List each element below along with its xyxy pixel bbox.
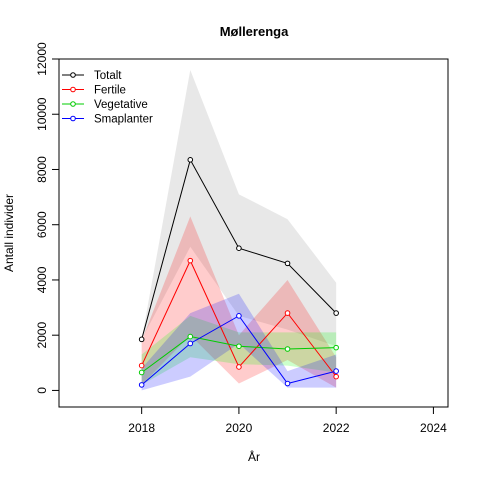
point-smaplanter	[187, 340, 194, 347]
legend-label-totalt: Totalt	[94, 70, 122, 82]
point-fertile	[138, 362, 145, 369]
point-fertile	[236, 364, 242, 370]
y-tick-label: 8000	[35, 156, 49, 183]
band-totalt	[141, 70, 337, 347]
y-tick-label: 4000	[35, 266, 49, 293]
legend-label-fertile: Fertile	[94, 85, 126, 97]
point-smaplanter	[284, 380, 291, 387]
band-vegetative	[141, 315, 337, 385]
y-tick-label: 2000	[35, 322, 49, 349]
legend-marker-totalt	[70, 72, 76, 78]
x-tick-label: 2018	[128, 421, 155, 435]
point-fertile	[187, 257, 194, 264]
x-tick-label: 2020	[226, 421, 253, 435]
chart-title: Møllerenga	[220, 24, 289, 39]
point-totalt	[187, 157, 194, 163]
band-smaplanter	[141, 293, 337, 391]
legend: Totalt Fertile Vegetative Smaplanter	[62, 70, 153, 126]
point-vegetative	[284, 346, 291, 352]
point-smaplanter	[333, 368, 339, 374]
point-fertile	[284, 310, 291, 316]
y-axis-label: Antall individer	[2, 194, 16, 272]
legend-marker-fertile	[70, 86, 76, 93]
legend-label-smaplanter: Smaplanter	[94, 114, 153, 126]
x-axis-label: År	[248, 449, 260, 464]
y-tick-label: 10000	[35, 97, 49, 131]
point-totalt	[284, 260, 291, 267]
legend-marker-vegetative	[70, 101, 76, 107]
series-points	[138, 157, 339, 388]
legend-label-vegetative: Vegetative	[94, 99, 148, 111]
point-fertile	[333, 373, 339, 380]
y-axis: 0 2000 4000 6000 8000 10000 12000	[35, 42, 60, 394]
point-totalt	[236, 245, 242, 251]
legend-marker-smaplanter	[70, 115, 76, 122]
x-axis: 2018 2020 2022 2024	[128, 406, 447, 435]
point-vegetative	[333, 344, 339, 351]
point-smaplanter	[138, 382, 145, 388]
point-smaplanter	[236, 313, 242, 319]
point-totalt	[138, 336, 145, 343]
point-totalt	[333, 310, 339, 316]
x-tick-label: 2022	[323, 421, 350, 435]
y-tick-label: 6000	[35, 211, 49, 238]
point-vegetative	[236, 343, 242, 350]
point-vegetative	[187, 333, 194, 340]
y-tick-label: 0	[35, 387, 49, 394]
y-tick-label: 12000	[35, 42, 49, 76]
point-vegetative	[138, 369, 145, 376]
x-tick-label: 2024	[420, 421, 447, 435]
